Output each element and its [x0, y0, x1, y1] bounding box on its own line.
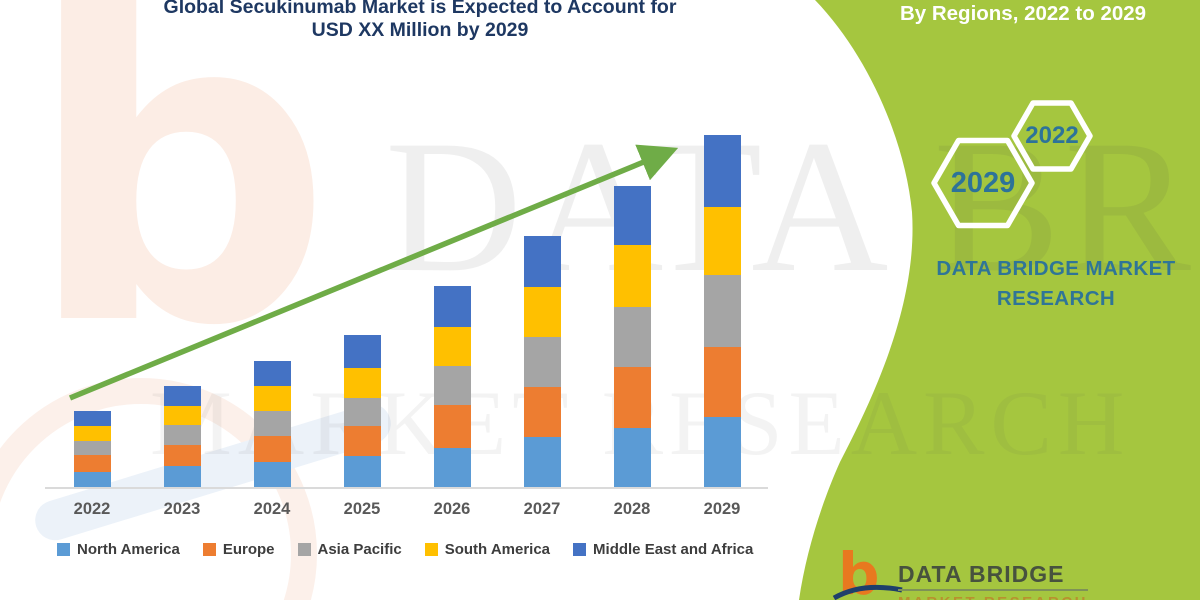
segment-middle-east-and-africa-2027 [523, 236, 561, 287]
hexagon-2029-label: 2029 [950, 167, 1016, 199]
bar-2023 [163, 386, 201, 488]
bar-2027 [523, 236, 561, 488]
segment-north-america-2024 [253, 462, 291, 488]
segment-middle-east-and-africa-2029 [703, 135, 741, 207]
panel-brand-text: DATA BRIDGE MARKET RESEARCH [936, 257, 1176, 310]
bar-2025 [343, 335, 381, 488]
segment-north-america-2027 [523, 437, 561, 488]
chart-title-line1: Global Secukinumab Market is Expected to… [163, 0, 677, 18]
segment-asia-pacific-2029 [703, 275, 741, 347]
segment-asia-pacific-2022 [73, 441, 111, 455]
segment-south-america-2025 [343, 368, 381, 398]
segment-middle-east-and-africa-2024 [253, 361, 291, 386]
segment-south-america-2026 [433, 327, 471, 366]
x-axis-label-2027: 2027 [523, 500, 561, 518]
logo-swoosh-icon [832, 584, 903, 600]
segment-south-america-2028 [613, 245, 651, 307]
segment-south-america-2029 [703, 207, 741, 275]
x-axis-label-2024: 2024 [253, 500, 291, 518]
bar-2028 [613, 186, 651, 488]
bar-2024 [253, 361, 291, 488]
segment-middle-east-and-africa-2023 [163, 386, 201, 406]
logo-name-text: DATA BRIDGE [898, 561, 1065, 587]
segment-north-america-2029 [703, 417, 741, 488]
segment-europe-2022 [73, 455, 111, 472]
segment-middle-east-and-africa-2025 [343, 335, 381, 368]
segment-middle-east-and-africa-2028 [613, 186, 651, 245]
x-axis-label-2023: 2023 [163, 500, 201, 518]
bar-2029 [703, 135, 741, 488]
segment-asia-pacific-2024 [253, 411, 291, 436]
logo-underline [898, 589, 1088, 591]
hexagons-graphic [931, 100, 1093, 229]
segment-middle-east-and-africa-2026 [433, 286, 471, 327]
segment-south-america-2022 [73, 426, 111, 441]
segment-europe-2029 [703, 347, 741, 417]
segment-europe-2023 [163, 445, 201, 466]
segment-europe-2027 [523, 387, 561, 437]
legend-marker-north-america [57, 543, 70, 556]
segment-south-america-2024 [253, 386, 291, 411]
logo-sub-text: MARKET RESEARCH [898, 594, 1088, 600]
segment-europe-2025 [343, 426, 381, 456]
segment-south-america-2023 [163, 406, 201, 425]
segment-asia-pacific-2025 [343, 398, 381, 426]
chart-legend: North America Europe Asia Pacific South Ame… [57, 541, 753, 558]
segment-north-america-2026 [433, 448, 471, 488]
segment-europe-2028 [613, 367, 651, 428]
hexagon-2022-label: 2022 [1025, 122, 1079, 149]
segment-north-america-2022 [73, 472, 111, 488]
legend-item-middle-east-and-africa: Middle East and Africa [573, 541, 753, 558]
segment-asia-pacific-2028 [613, 307, 651, 367]
legend-label-north-america: North America [77, 541, 180, 558]
chart-title-line2: USD XX Million by 2029 [311, 19, 529, 41]
legend-label-asia-pacific: Asia Pacific [317, 541, 402, 558]
legend-label-europe: Europe [222, 541, 275, 558]
bar-2026 [433, 286, 471, 488]
legend-item-south-america: South America [424, 541, 551, 558]
bar-2022 [73, 411, 111, 488]
legend-marker-asia-pacific [297, 543, 311, 556]
x-axis-label-2028: 2028 [613, 500, 651, 518]
x-axis-label-2029: 2029 [703, 500, 741, 518]
segment-asia-pacific-2026 [433, 366, 471, 405]
x-axis-label-2026: 2026 [433, 500, 471, 518]
segment-middle-east-and-africa-2022 [73, 411, 111, 426]
x-axis-label-2025: 2025 [343, 500, 381, 518]
segment-europe-2024 [253, 436, 291, 462]
segment-north-america-2028 [613, 428, 651, 488]
segment-europe-2026 [433, 405, 471, 448]
hexagon-2022-outline [1011, 100, 1093, 172]
segment-south-america-2027 [523, 287, 561, 337]
legend-marker-europe [202, 543, 216, 556]
legend-item-north-america: North America [57, 541, 180, 558]
legend-marker-south-america [424, 543, 438, 556]
segment-asia-pacific-2023 [163, 425, 201, 445]
x-axis-line [45, 487, 768, 489]
segment-asia-pacific-2027 [523, 337, 561, 387]
segment-north-america-2023 [163, 466, 201, 488]
legend-label-middle-east-and-africa: Middle East and Africa [593, 541, 754, 558]
chart-title: Global Secukinumab Market is Expected to… [50, 0, 790, 42]
legend-item-asia-pacific: Asia Pacific [297, 541, 402, 558]
x-axis-label-2022: 2022 [73, 500, 111, 518]
panel-heading: By Regions, 2022 to 2029 [899, 2, 1147, 25]
legend-item-europe: Europe [202, 541, 275, 558]
legend-label-south-america: South America [444, 541, 551, 558]
segment-north-america-2025 [343, 456, 381, 488]
legend-marker-middle-east-and-africa [573, 543, 587, 556]
hexagon-2029-outline [931, 137, 1035, 229]
